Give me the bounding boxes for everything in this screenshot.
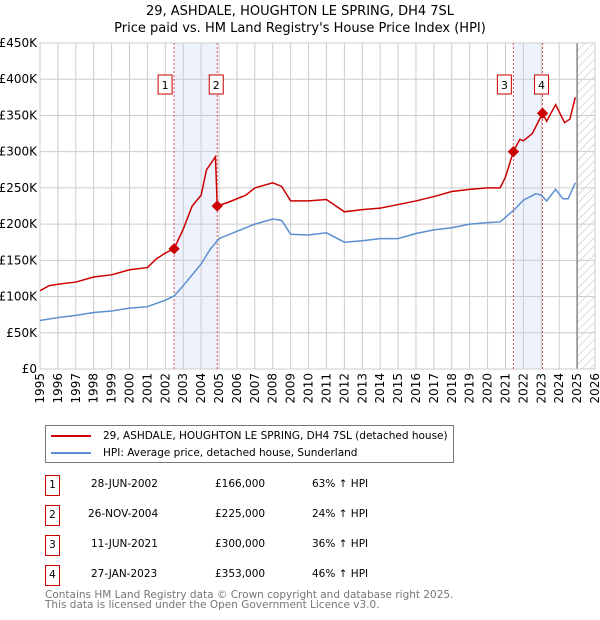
y-tick-label: £350K (0, 108, 38, 122)
sale-label: 1 (162, 79, 169, 92)
y-tick-label: £400K (0, 72, 38, 86)
y-tick-label: £0 (22, 362, 37, 376)
sale-date: 11-JUN-2021 (91, 538, 158, 550)
plot-area: 1995 1996 1997 1998 1999 2000 2001 2002 2003 2004… (0, 36, 600, 404)
sale-hpi-change: 63% ↑ HPI (312, 478, 369, 490)
sale-label-box (496, 74, 512, 95)
x-tick-label: 1998 (87, 373, 101, 404)
x-tick-label: 2013 (355, 373, 369, 404)
chart-title: 29, ASHDALE, HOUGHTON LE SPRING, DH4 7SL (145, 4, 455, 19)
x-tick-label: 2024 (552, 373, 566, 404)
x-tick-label: 2006 (230, 373, 244, 404)
sale-label: 2 (213, 79, 220, 92)
sale-price: £300,000 (215, 538, 266, 550)
x-tick-label: 2000 (123, 373, 137, 404)
y-tick-label: £100K (0, 290, 38, 304)
footer-line: This data is licensed under the Open Gov… (45, 599, 380, 611)
x-tick-label: 2012 (337, 373, 351, 404)
sale-period-shading (174, 43, 218, 369)
x-tick-label: 2005 (212, 373, 226, 404)
x-tick-label: 2026 (588, 373, 600, 404)
plot-frame (39, 42, 596, 370)
sale-label: 3 (501, 79, 508, 92)
x-tick-label: 1999 (105, 373, 119, 404)
sale-hpi-change: 36% ↑ HPI (312, 538, 369, 550)
x-tick-label: 2020 (481, 373, 495, 404)
x-tick-label: 1995 (33, 373, 47, 404)
sale-label-box (208, 74, 224, 95)
forecast-hatch (577, 43, 595, 369)
x-tick-label: 2003 (176, 373, 190, 404)
x-tick-label: 2022 (516, 373, 530, 404)
sale-hpi-change: 24% ↑ HPI (312, 508, 369, 520)
sale-point (211, 200, 223, 212)
x-tick-label: 2021 (498, 373, 512, 404)
x-tick-label: 2004 (194, 373, 208, 404)
legend-swatch-blue (51, 452, 91, 454)
y-tick-label: £200K (0, 217, 38, 231)
hpi-line (39, 182, 576, 322)
chart-subtitle: Price paid vs. HM Land Registry's House … (114, 21, 486, 36)
sale-price: £225,000 (215, 508, 266, 520)
x-tick-label: 2008 (266, 373, 280, 404)
sale-marker-box: 1 (45, 475, 60, 496)
legend-swatch-red (51, 435, 91, 437)
x-tick-label: 2001 (140, 373, 154, 404)
sale-date: 26-NOV-2004 (88, 508, 159, 520)
y-tick-label: £300K (0, 145, 38, 159)
x-tick-label: 2010 (302, 373, 316, 404)
sale-label: 4 (538, 79, 545, 92)
footer-line: Contains HM Land Registry data © Crown c… (45, 589, 454, 601)
x-tick-label: 2016 (409, 373, 423, 404)
legend-item-hpi: HPI: Average price, detached house, Sund… (46, 445, 357, 461)
x-tick-label: 2019 (463, 373, 477, 404)
property-price-line (39, 97, 577, 292)
y-tick-label: £250K (0, 181, 38, 195)
y-tick-label: £50K (6, 326, 38, 340)
sale-point (507, 146, 520, 158)
y-tick-label: £150K (0, 253, 38, 267)
x-tick-label: 2011 (319, 373, 333, 404)
x-tick-label: 2007 (248, 373, 262, 404)
sale-price: £353,000 (215, 568, 266, 580)
x-tick-label: 2015 (391, 373, 405, 404)
sale-label-box (157, 74, 173, 95)
sale-marker-box: 4 (45, 565, 60, 586)
x-tick-label: 1996 (51, 373, 65, 404)
x-tick-label: 2002 (158, 373, 172, 404)
x-tick-label: 2018 (445, 373, 459, 404)
x-tick-label: 1997 (69, 373, 83, 404)
sale-hpi-change: 46% ↑ HPI (312, 568, 369, 580)
sale-marker-box: 3 (45, 535, 60, 556)
y-tick-label: £450K (0, 36, 38, 50)
x-tick-label: 2023 (534, 373, 548, 404)
sale-marker-box: 2 (45, 505, 60, 526)
x-tick-label: 2025 (570, 373, 584, 404)
sale-date: 27-JAN-2023 (91, 568, 158, 580)
footer: Contains HM Land Registry data © Crown c… (45, 589, 454, 611)
x-tick-label: 2009 (284, 373, 298, 404)
x-tick-label: 2014 (373, 373, 387, 404)
legend: 29, ASHDALE, HOUGHTON LE SPRING, DH4 7SL… (45, 425, 454, 463)
sale-price: £166,000 (215, 478, 266, 490)
legend-item-property: 29, ASHDALE, HOUGHTON LE SPRING, DH4 7SL… (46, 428, 448, 444)
sale-date: 28-JUN-2002 (91, 478, 158, 490)
legend-label: 29, ASHDALE, HOUGHTON LE SPRING, DH4 7SL… (103, 430, 448, 442)
sale-point (168, 243, 180, 255)
x-tick-label: 2017 (427, 373, 441, 404)
sale-label-box (534, 74, 550, 95)
legend-label: HPI: Average price, detached house, Sund… (103, 447, 358, 459)
